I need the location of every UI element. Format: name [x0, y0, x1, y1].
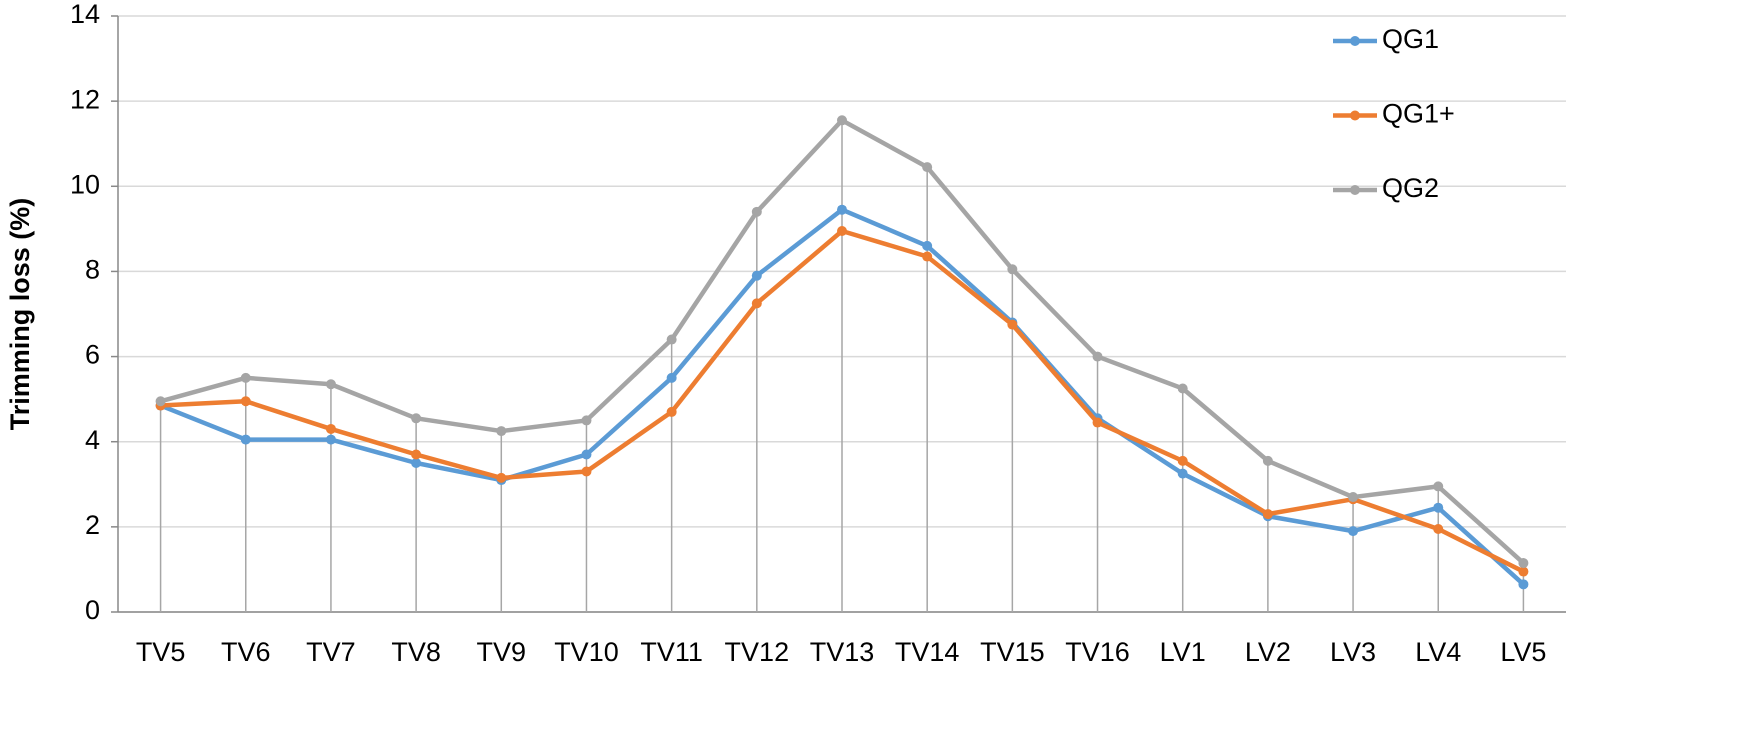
point [1518, 579, 1529, 590]
point [325, 423, 336, 434]
point [240, 372, 251, 383]
point [1177, 468, 1188, 479]
point [922, 162, 933, 173]
point [581, 466, 592, 477]
point [837, 115, 847, 126]
point [837, 204, 847, 215]
point [581, 449, 592, 460]
legend-marker [1350, 185, 1360, 195]
legend-label: QG1+ [1382, 99, 1455, 129]
x-tick-label: TV6 [221, 637, 271, 667]
point [325, 434, 336, 445]
y-tick-label: 0 [85, 595, 100, 625]
x-tick-label: LV5 [1500, 637, 1546, 667]
point [837, 225, 847, 236]
point [1433, 481, 1444, 492]
point [666, 372, 677, 383]
point [240, 434, 251, 445]
point [581, 415, 592, 426]
point [1177, 455, 1188, 466]
point [155, 396, 166, 407]
legend-label: QG2 [1382, 173, 1439, 203]
x-tick-label: LV2 [1245, 637, 1291, 667]
point [496, 472, 507, 483]
point [1262, 509, 1273, 520]
x-tick-label: TV13 [810, 637, 875, 667]
point [1092, 351, 1103, 362]
x-tick-label: LV4 [1415, 637, 1461, 667]
x-tick-label: TV5 [136, 637, 186, 667]
point [1007, 264, 1018, 275]
y-tick-label: 10 [70, 169, 100, 199]
point [1177, 383, 1188, 394]
point [240, 396, 251, 407]
point [1092, 417, 1103, 428]
x-tick-label: TV7 [306, 637, 356, 667]
point [496, 426, 507, 437]
y-tick-label: 8 [85, 255, 100, 285]
x-tick-label: TV10 [554, 637, 619, 667]
y-tick-label: 14 [70, 0, 100, 29]
y-axis-title: Trimming loss (%) [5, 198, 35, 431]
legend-label: QG1 [1382, 24, 1439, 54]
x-tick-label: TV11 [640, 637, 703, 667]
x-tick-label: TV12 [725, 637, 790, 667]
point [1348, 492, 1359, 503]
legend-marker [1350, 110, 1360, 121]
point [922, 251, 933, 262]
y-tick-label: 2 [85, 510, 100, 540]
x-tick-label: TV15 [980, 637, 1045, 667]
point [1518, 566, 1529, 577]
legend-marker [1350, 36, 1360, 46]
point [922, 240, 933, 251]
x-tick-label: LV1 [1160, 637, 1206, 667]
point [1262, 455, 1273, 466]
point [1007, 319, 1018, 330]
y-tick-label: 6 [85, 340, 100, 370]
point [751, 270, 762, 281]
point [411, 413, 422, 424]
y-tick-label: 12 [70, 84, 100, 114]
point [751, 298, 762, 309]
point [1433, 523, 1444, 534]
point [411, 458, 422, 468]
point [1518, 558, 1529, 569]
x-tick-label: LV3 [1330, 637, 1376, 667]
x-tick-label: TV14 [895, 637, 960, 667]
point [751, 206, 762, 217]
y-tick-label: 4 [85, 425, 100, 455]
point [1348, 526, 1359, 537]
point [411, 449, 422, 460]
x-tick-label: TV16 [1065, 637, 1130, 667]
point [1433, 502, 1444, 513]
point [666, 334, 677, 345]
point [325, 379, 336, 390]
point [666, 406, 677, 417]
x-tick-label: TV9 [477, 637, 527, 667]
x-tick-label: TV8 [391, 637, 441, 667]
